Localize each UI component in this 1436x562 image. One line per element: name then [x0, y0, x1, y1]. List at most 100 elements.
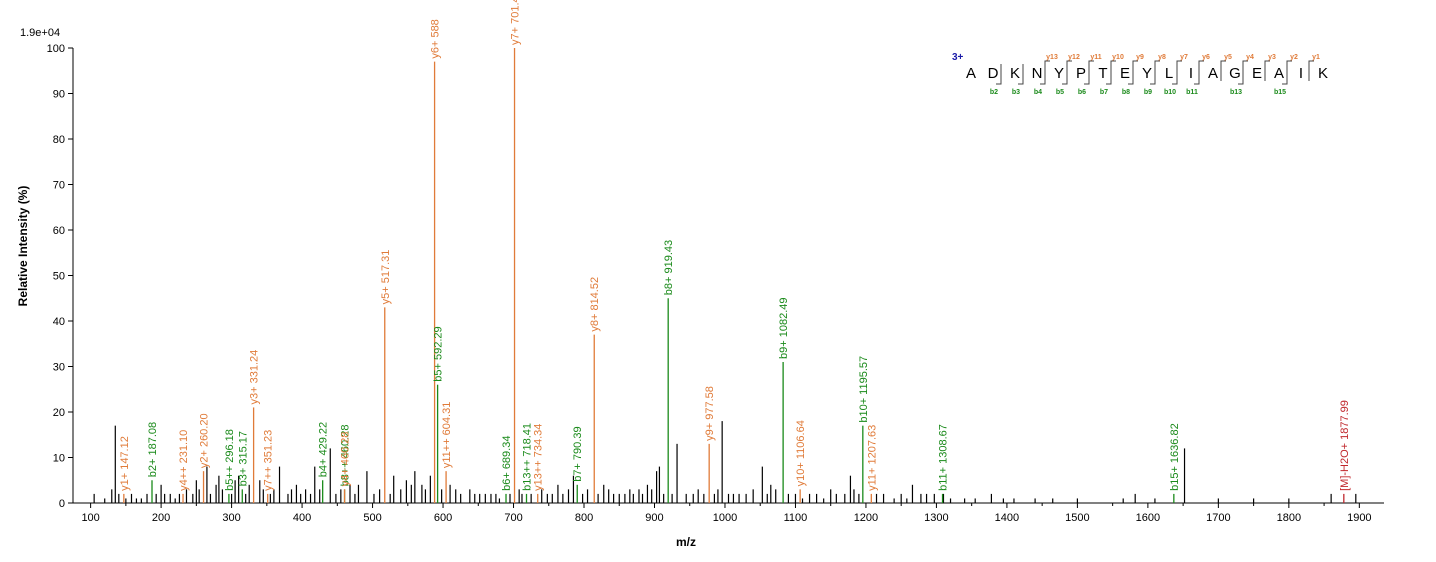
peptide-sequence-annotation: 3+A Db2Kb3Ny13b4Yy12b5Py11b6Ty10b7Ey9b8Yy…	[952, 52, 1328, 96]
y-ion-label: y9+ 977.58	[704, 386, 716, 441]
sequence-residue: K	[1318, 65, 1328, 82]
b-ion-tag: b4	[1034, 89, 1042, 96]
y-ion-tag: y7	[1180, 54, 1188, 61]
y-ion-bracket	[1154, 60, 1160, 81]
sequence-residue: A	[1274, 65, 1284, 82]
y-ion-tag: y1	[1312, 54, 1320, 61]
b-ion-label: b4+ 429.22	[318, 422, 330, 477]
y-ion-bracket	[1132, 60, 1138, 81]
peaks-layer	[93, 48, 1357, 503]
b-ion-tag: b9	[1144, 89, 1152, 96]
y-ion-label: y2+ 260.20	[199, 413, 211, 468]
b-ion-label: b15+ 1636.82	[1169, 423, 1181, 491]
sequence-residue: K	[1010, 65, 1020, 82]
b-ion-label: b5++ 296.18	[224, 429, 236, 491]
b-ion-bracket	[1106, 64, 1112, 85]
y-ion-label: y8+ 814.52	[589, 277, 601, 332]
y-ion-tag: y8	[1158, 54, 1166, 61]
x-tick-label: 1200	[854, 512, 878, 524]
b-ion-tag: b10	[1164, 89, 1176, 96]
x-tick-label: 900	[645, 512, 663, 524]
sequence-residue: Y	[1054, 65, 1064, 82]
b-ion-tag: b5	[1056, 89, 1064, 96]
x-tick-label: 1100	[784, 512, 808, 524]
y-ion-bracket	[1198, 60, 1204, 81]
y-ion-tag: y3	[1268, 54, 1276, 61]
y-tick-label: 70	[53, 180, 65, 192]
x-tick-label: 1800	[1277, 512, 1301, 524]
y-ion-label: y5+ 517.31	[380, 250, 392, 305]
b-ion-label: b8+ 919.43	[663, 240, 675, 295]
sequence-residue: E	[1252, 65, 1262, 82]
y-ion-bracket	[1264, 60, 1270, 81]
b-ion-label: b13++ 718.41	[522, 423, 534, 491]
y-ion-tag: y9	[1136, 54, 1144, 61]
b-ion-bracket	[1062, 64, 1068, 85]
peak-labels-layer: y1+ 147.12 b2+ 187.08 y4++ 231.10 y2+ 260.2…	[119, 0, 1351, 491]
x-tick-label: 1700	[1206, 512, 1230, 524]
y-ion-bracket	[1286, 60, 1292, 81]
intensity-scale-label: 1.9e+04	[20, 27, 60, 39]
y-ion-label: y11++ 604.31	[441, 402, 453, 468]
sequence-residue: A	[1208, 65, 1218, 82]
x-axis-title: m/z	[676, 535, 696, 549]
y-ion-bracket	[1176, 60, 1182, 81]
y-ion-bracket	[1308, 60, 1314, 81]
y-ion-label: y4+ 460.28	[340, 432, 352, 487]
sequence-residue: T	[1098, 65, 1107, 82]
y-ion-bracket	[1088, 60, 1094, 81]
y-ion-bracket	[1044, 60, 1050, 81]
y-tick-label: 40	[53, 316, 65, 328]
y-ion-label: y13++ 734.34	[533, 424, 545, 491]
b-ion-label: b10+ 1195.57	[858, 356, 870, 423]
y-tick-label: 20	[53, 407, 65, 419]
y-ion-tag: y10	[1112, 54, 1124, 61]
sequence-residue: G	[1229, 65, 1241, 82]
b-ion-tag: b8	[1122, 89, 1130, 96]
y-ion-tag: y5	[1224, 54, 1232, 61]
b-ion-label: b6+ 689.34	[501, 436, 513, 491]
x-tick-label: 1900	[1347, 512, 1371, 524]
b-ion-label: b7+ 790.39	[572, 426, 584, 481]
x-tick-label: 1300	[924, 512, 948, 524]
sequence-residue: A	[966, 65, 976, 82]
y-ion-label: y7++ 351.23	[263, 430, 275, 491]
b-ion-bracket	[1084, 64, 1090, 85]
b-ion-bracket	[1194, 64, 1200, 85]
y-ion-label: y6+ 588	[430, 19, 442, 58]
y-ion-bracket	[1110, 60, 1116, 81]
b-ion-label: b3+ 315.17	[237, 431, 249, 486]
sequence-residue: N	[1032, 65, 1043, 82]
x-tick-label: 1000	[713, 512, 737, 524]
b-ion-tag: b2	[990, 89, 998, 96]
b-ion-bracket	[1282, 64, 1288, 85]
x-tick-label: 800	[575, 512, 593, 524]
y-tick-label: 100	[47, 43, 65, 55]
b-ion-tag: b15	[1274, 89, 1286, 96]
b-ion-bracket	[1128, 64, 1134, 85]
b-ion-tag: b11	[1186, 89, 1198, 96]
x-tick-label: 200	[152, 512, 170, 524]
x-tick-label: 1600	[1136, 512, 1160, 524]
y-ion-label: y7+ 701.43	[510, 0, 522, 45]
x-tick-label: 300	[222, 512, 240, 524]
y-ion-tag: y4	[1246, 54, 1254, 61]
b-ion-label: b9+ 1082.49	[778, 297, 790, 358]
x-tick-label: 500	[363, 512, 381, 524]
x-tick-label: 100	[81, 512, 99, 524]
y-ion-label: y11+ 1207.63	[866, 425, 878, 491]
x-tick-label: 400	[293, 512, 311, 524]
b-ion-tag: b3	[1012, 89, 1020, 96]
sequence-residue: L	[1165, 65, 1173, 82]
sequence-residue: P	[1076, 65, 1086, 82]
b-ion-label: b2+ 187.08	[147, 422, 159, 477]
y-ion-bracket	[1220, 60, 1226, 81]
y-ion-tag: y13	[1046, 54, 1058, 61]
y-ion-label: y4++ 231.10	[178, 430, 190, 491]
y-tick-label: 50	[53, 271, 65, 283]
y-tick-label: 80	[53, 134, 65, 146]
b-ion-bracket	[1172, 64, 1178, 85]
x-axis: 100 200 300 400 500 600 700 800 900 1000 1100 1200 1…	[81, 503, 1372, 524]
y-ion-tag: y12	[1068, 54, 1080, 61]
y-ion-bracket	[1066, 60, 1072, 81]
